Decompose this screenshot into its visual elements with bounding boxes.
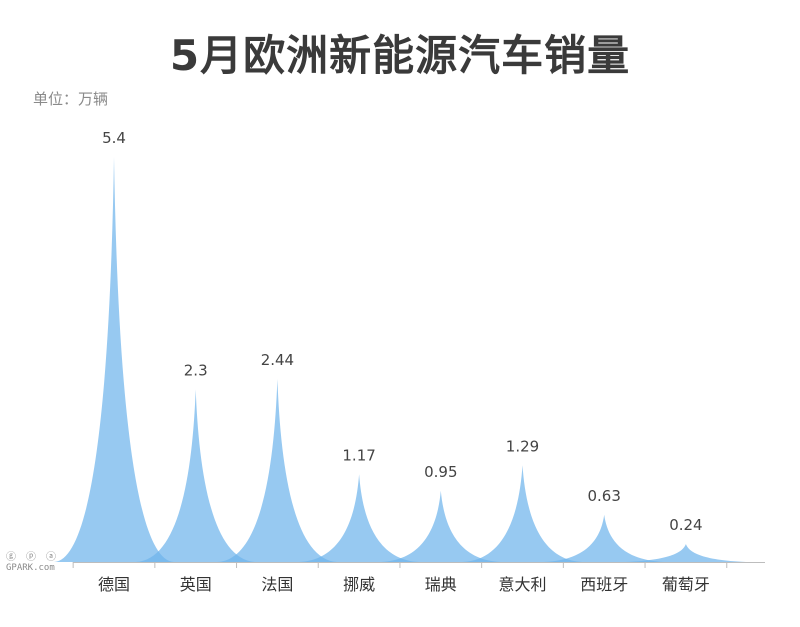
category-label-8: 葡萄牙	[662, 575, 710, 594]
spike-5	[380, 490, 501, 562]
spike-2	[135, 389, 256, 562]
watermark: ⓖ ⓟ ⓐ GPARK.com	[6, 552, 58, 574]
spike-8	[625, 544, 746, 562]
category-label-3: 法国	[261, 575, 293, 594]
value-label-5: 0.95	[424, 463, 457, 481]
spike-3	[217, 379, 338, 562]
value-label-3: 2.44	[261, 351, 294, 369]
category-label-1: 德国	[98, 575, 130, 594]
watermark-logo-icon: ⓖ ⓟ ⓐ	[6, 552, 59, 563]
watermark-text: GPARK.com	[6, 563, 55, 573]
spike-series	[54, 157, 746, 562]
value-label-7: 0.63	[587, 487, 620, 505]
value-label-6: 1.29	[506, 437, 539, 455]
spike-1	[54, 157, 174, 562]
category-label-2: 英国	[180, 575, 212, 594]
category-label-4: 挪威	[343, 575, 375, 594]
category-label-5: 瑞典	[425, 575, 457, 594]
chart-title: 5月欧洲新能源汽车销量	[169, 31, 631, 80]
unit-label: 单位：万辆	[33, 90, 109, 108]
category-label-7: 西班牙	[580, 575, 628, 594]
value-label-4: 1.17	[342, 446, 375, 464]
spike-7	[544, 514, 665, 562]
spike-4	[299, 474, 420, 562]
spike-6	[462, 465, 583, 562]
value-label-8: 0.24	[669, 516, 702, 534]
value-label-2: 2.3	[184, 362, 208, 380]
category-label-6: 意大利	[498, 575, 546, 594]
value-label-1: 5.4	[102, 129, 126, 147]
